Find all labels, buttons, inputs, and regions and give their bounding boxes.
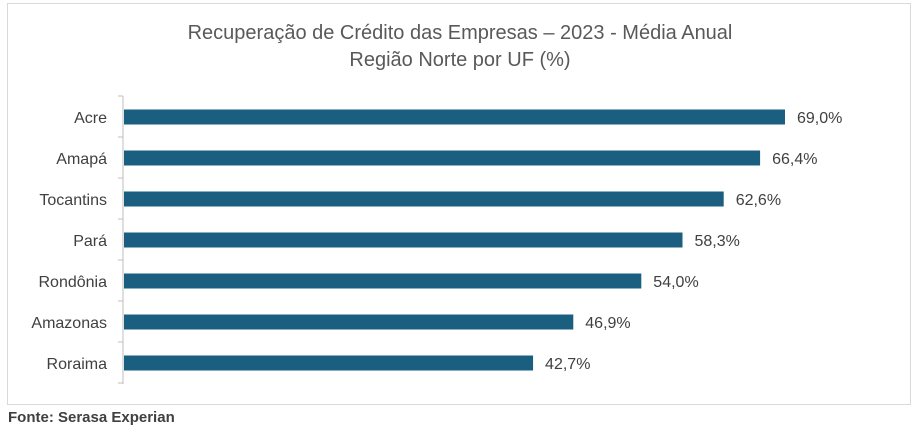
chart-subtitle: Região Norte por UF (%) [349,49,570,71]
category-label: Rondônia [39,274,108,291]
category-label: Amazonas [31,315,107,332]
category-axis [118,95,124,384]
bar-chart: Recuperação de Crédito das Empresas – 20… [31,22,842,384]
value-label: 46,9% [585,315,630,332]
bar-tocantins [124,191,724,207]
labels: Acre 69,0% Amapá 66,4% Tocantins 62,6% Pará 58,… [31,110,842,373]
bar-para [124,232,683,248]
value-label: 42,7% [545,356,590,373]
source-note: Fonte: Serasa Experian [8,409,175,426]
bar-rondonia [124,273,642,289]
value-label: 69,0% [797,110,842,127]
value-label: 66,4% [772,151,817,168]
category-label: Amapá [56,151,107,168]
category-label: Tocantins [39,192,107,209]
bar-roraima [124,355,534,371]
bar-amazonas [124,314,574,330]
bar-acre [124,109,785,125]
value-label: 54,0% [653,274,698,291]
category-label: Pará [73,233,107,250]
value-label: 62,6% [736,192,781,209]
bars [124,109,785,371]
chart-title: Recuperação de Crédito das Empresas – 20… [188,22,733,44]
bar-amapa [124,150,761,166]
category-label: Roraima [47,356,108,373]
value-label: 58,3% [694,233,739,250]
category-label: Acre [74,110,107,127]
